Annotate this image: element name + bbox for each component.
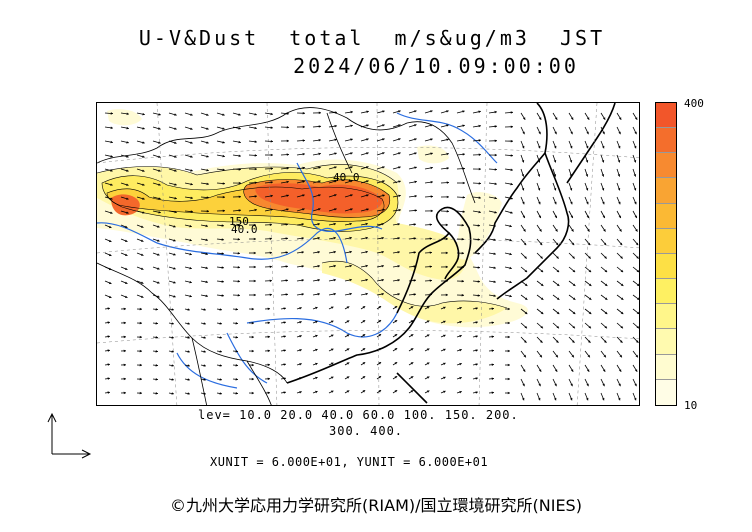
map-title: U-V&Dust total m/s&ug/m3 JST bbox=[138, 26, 606, 50]
colorbar-segment bbox=[656, 203, 676, 229]
contour-label: 40.0 bbox=[231, 223, 258, 236]
dust-contours bbox=[97, 164, 508, 309]
colorbar-segment bbox=[656, 178, 676, 204]
colorbar-segment bbox=[656, 228, 676, 254]
colorbar-segment bbox=[656, 379, 676, 405]
coastlines bbox=[286, 103, 616, 404]
borders bbox=[97, 107, 476, 405]
vector-unit-label: XUNIT = 6.000E+01, YUNIT = 6.000E+01 bbox=[210, 455, 489, 469]
copyright-notice: ©九州大学応用力学研究所(RIAM)/国立環境研究所(NIES) bbox=[170, 496, 582, 515]
dust-shading bbox=[97, 109, 528, 328]
map-canvas: 40.0 150 40.0 bbox=[97, 103, 639, 405]
colorbar-segment bbox=[656, 304, 676, 330]
colorbar-min-label: 10 bbox=[684, 399, 698, 412]
contour-label: 150 bbox=[229, 215, 249, 228]
colorbar-segment bbox=[656, 354, 676, 380]
colorbar-max-label: 400 bbox=[684, 97, 704, 110]
colorbar-segment bbox=[656, 279, 676, 305]
colorbar-segment bbox=[656, 329, 676, 355]
wind-vectors bbox=[104, 110, 639, 401]
colorbar bbox=[655, 102, 677, 406]
colorbar-segment bbox=[656, 103, 676, 129]
reference-vector-icon bbox=[47, 412, 92, 459]
lat-lon-grid bbox=[97, 103, 639, 405]
contour-levels-continued: 300. 400. bbox=[329, 424, 404, 438]
colorbar-segment bbox=[656, 153, 676, 179]
rivers bbox=[97, 112, 498, 389]
colorbar-segment bbox=[656, 253, 676, 280]
map-timestamp: 2024/06/10.09:00:00 bbox=[293, 54, 579, 78]
contour-label: 40.0 bbox=[333, 171, 360, 184]
dust-map: 40.0 150 40.0 bbox=[96, 102, 640, 406]
contour-levels: lev= 10.0 20.0 40.0 60.0 100. 150. 200. bbox=[198, 408, 519, 422]
colorbar-segment bbox=[656, 128, 676, 154]
